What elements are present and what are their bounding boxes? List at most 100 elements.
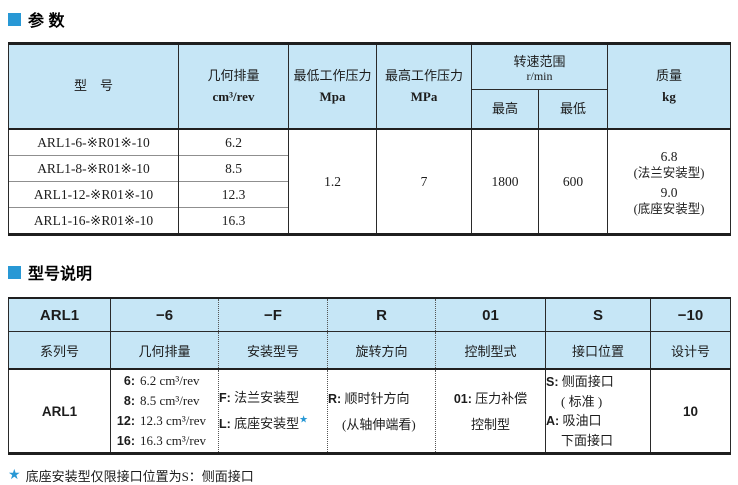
col-header-min-pressure: 最低工作压力 Mpa: [288, 43, 377, 130]
code-cell-mounting: −F: [218, 298, 328, 332]
control-option-line2: 控制型: [470, 416, 510, 432]
displacement-cell: 8.5: [178, 155, 289, 182]
code-cell-design: −10: [650, 298, 731, 332]
label-cell-displacement: 几何排量: [110, 331, 219, 370]
model-cell: ARL1-16-※R01※-10: [8, 207, 179, 235]
mounting-option: F: 法兰安装型: [219, 388, 327, 408]
col-header-displacement-line1: 几何排量: [207, 68, 260, 84]
col-header-speed-range: 转速范围 r/min: [470, 43, 609, 90]
mass-value-base: 9.0: [660, 184, 678, 200]
col-header-min-pressure-unit: Mpa: [319, 88, 346, 104]
col-header-max-pressure: 最高工作压力 MPa: [376, 43, 472, 130]
col-header-displacement-unit: cm³/rev: [212, 88, 255, 104]
detail-cell-displacement: 6: 6.2 cm³/rev 8: 8.5 cm³/rev 12: 12.3 c…: [110, 369, 219, 454]
displacement-option: 6: 6.2 cm³/rev: [111, 371, 218, 391]
star-icon: ★: [8, 467, 21, 483]
option-code: 12:: [116, 414, 135, 428]
displacement-option: 8: 8.5 cm³/rev: [111, 391, 218, 411]
col-header-max-pressure-unit: MPa: [410, 88, 438, 104]
col-header-max-pressure-line1: 最高工作压力: [384, 68, 463, 84]
detail-cell-rotation: R: 顺时针方向 (从轴伸端看): [327, 369, 436, 454]
label-cell-design: 设计号: [650, 331, 731, 370]
option-text: 顺时针方向: [344, 390, 410, 406]
col-header-speed-max: 最高: [471, 89, 539, 130]
option-code: L:: [219, 417, 231, 431]
detail-cell-port: S: 侧面接口 ( 标准 ) A: 吸油口 下面接口: [545, 369, 651, 454]
displacement-cell: 16.3: [178, 207, 289, 235]
mounting-option: L: 底座安装型★: [219, 414, 327, 434]
mass-value-flange: 6.8: [660, 148, 678, 164]
speed-min-value: 600: [537, 129, 609, 235]
code-cell-rotation: R: [327, 298, 436, 332]
code-cell-series: ARL1: [8, 298, 111, 332]
code-cell-control: 01: [435, 298, 546, 332]
rotation-note: (从轴伸端看): [342, 416, 416, 432]
mass-note-flange: (法兰安装型): [633, 166, 705, 181]
option-code: S:: [546, 375, 559, 389]
option-text: 8.5 cm³/rev: [140, 393, 200, 408]
detail-cell-design: 10: [650, 369, 731, 454]
control-option: 01: 压力补偿: [436, 389, 545, 409]
option-text: 压力补偿: [475, 390, 528, 406]
port-option: S: 侧面接口: [546, 372, 650, 392]
option-code: F:: [219, 391, 231, 405]
detail-cell-series: ARL1: [8, 369, 111, 454]
star-icon: ★: [299, 414, 309, 426]
displacement-option: 12: 12.3 cm³/rev: [111, 411, 218, 431]
section-title-params: 参 数: [8, 0, 738, 31]
label-cell-port: 接口位置: [545, 331, 651, 370]
label-cell-series: 系列号: [8, 331, 111, 370]
option-code: 8:: [123, 394, 135, 408]
displacement-cell: 12.3: [178, 181, 289, 208]
col-header-min-pressure-line1: 最低工作压力: [293, 68, 372, 84]
detail-cell-control: 01: 压力补偿 控制型: [435, 369, 546, 454]
port-option-note: 下面接口: [561, 433, 614, 448]
blue-square-bullet-icon: [8, 265, 21, 279]
mass-note-base: (底座安装型): [633, 202, 705, 217]
label-cell-mounting: 安装型号: [218, 331, 328, 370]
port-option: A: 吸油口: [546, 411, 650, 431]
col-header-mass: 质量 kg: [607, 43, 732, 130]
label-cell-control: 控制型式: [435, 331, 546, 370]
model-code-table: ARL1 −6 −F R 01 S −10 系列号 几何排量 安装型号 旋转方向…: [8, 297, 731, 455]
option-text: 底座安装型: [234, 416, 300, 431]
option-code: 6:: [123, 374, 135, 388]
catalog-page: 参 数 型 号 几何排量 cm³/rev 最低工作压力 Mpa: [8, 0, 738, 484]
section-title-model-desc-text: 型号说明: [28, 266, 93, 283]
model-cell: ARL1-8-※R01※-10: [8, 155, 179, 182]
model-cell: ARL1-6-※R01※-10: [8, 129, 179, 156]
footnote-text: 底座安装型仅限接口位置为S：侧面接口: [25, 469, 254, 484]
option-text: 吸油口: [562, 413, 602, 428]
option-code: 01:: [453, 391, 472, 406]
port-option-note: ( 标准 ): [561, 394, 603, 409]
option-text: 6.2 cm³/rev: [140, 373, 200, 388]
col-header-displacement: 几何排量 cm³/rev: [178, 43, 289, 130]
max-pressure-value: 7: [376, 129, 472, 235]
displacement-cell: 6.2: [178, 129, 289, 156]
col-header-mass-unit: kg: [662, 88, 676, 104]
option-code: R:: [328, 391, 342, 406]
col-header-model: 型 号: [8, 43, 179, 130]
option-text: 侧面接口: [561, 374, 614, 389]
rotation-option: R: 顺时针方向: [328, 389, 435, 409]
mass-cell: 6.8 (法兰安装型) 9.0 (底座安装型): [607, 129, 732, 235]
code-cell-port: S: [545, 298, 651, 332]
section-title-model-desc: 型号说明: [8, 260, 738, 284]
displacement-option: 16: 16.3 cm³/rev: [111, 431, 218, 451]
option-code: 16:: [116, 434, 135, 448]
footnote: ★ 底座安装型仅限接口位置为S：侧面接口: [8, 466, 738, 485]
section-title-params-text: 参 数: [28, 13, 65, 30]
option-text: 法兰安装型: [234, 390, 300, 405]
model-cell: ARL1-12-※R01※-10: [8, 181, 179, 208]
label-cell-rotation: 旋转方向: [327, 331, 436, 370]
col-header-model-text: 型 号: [73, 78, 113, 94]
option-code: A:: [546, 414, 560, 428]
code-cell-displacement: −6: [110, 298, 219, 332]
col-header-speed-range-unit: r/min: [526, 69, 553, 84]
option-text: 16.3 cm³/rev: [140, 433, 206, 448]
col-header-speed-range-line1: 转速范围: [513, 53, 566, 69]
min-pressure-value: 1.2: [288, 129, 377, 235]
col-header-mass-line1: 质量: [656, 68, 683, 84]
option-text: 12.3 cm³/rev: [140, 413, 206, 428]
parameters-table: 型 号 几何排量 cm³/rev 最低工作压力 Mpa 最高工作压力 MPa 转…: [8, 42, 732, 236]
